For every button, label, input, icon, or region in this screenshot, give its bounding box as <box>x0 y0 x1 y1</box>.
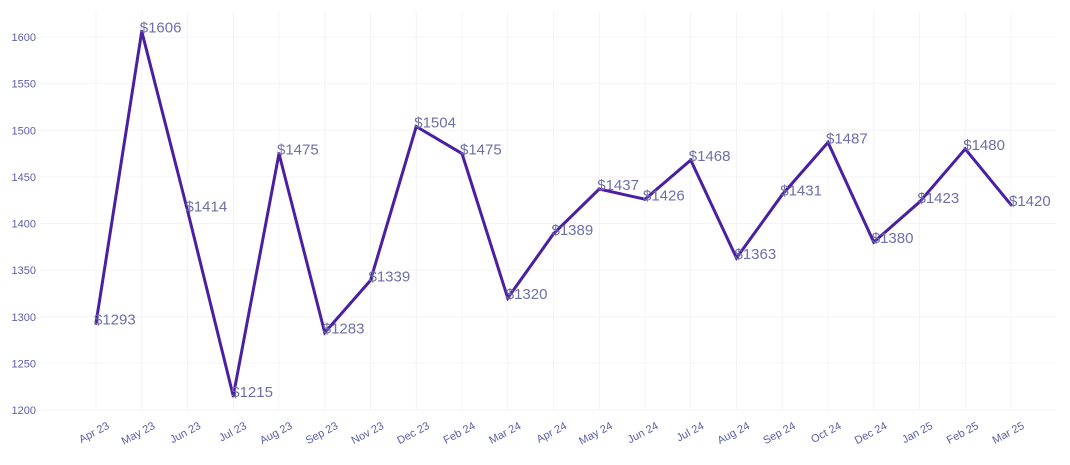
data-point <box>231 394 235 398</box>
data-point <box>918 200 921 204</box>
data-label: $1283 <box>323 321 365 338</box>
data-label: $1380 <box>872 230 914 247</box>
data-point <box>140 29 144 33</box>
x-tick-label: Jan 25 <box>900 420 935 446</box>
data-point <box>826 140 830 144</box>
x-tick-label: Feb 25 <box>945 420 981 447</box>
x-axis: Apr 23 May 23 Jun 23 Jul 23 Aug 23 Sep 23 Nov … <box>77 420 1026 448</box>
data-point <box>552 232 555 236</box>
x-tick-label: Feb 24 <box>442 420 478 447</box>
data-point <box>735 256 738 260</box>
data-label: $1487 <box>826 130 868 147</box>
data-point <box>506 296 510 300</box>
data-label: $1475 <box>460 142 502 159</box>
data-labels: $1293 $1606 $1414 $1215 $1475 $1283 $1339 $1504… <box>94 19 1051 401</box>
x-tick-label: May 23 <box>120 420 157 448</box>
data-label: $1504 <box>414 115 456 132</box>
x-tick-label: Oct 24 <box>809 420 843 446</box>
x-tick-label: Apr 24 <box>535 420 569 446</box>
data-point <box>94 321 98 325</box>
y-tick-label: 1600 <box>12 32 36 44</box>
data-point <box>277 152 281 156</box>
data-point <box>780 193 784 197</box>
data-point <box>597 187 601 191</box>
data-label: $1293 <box>94 311 136 328</box>
data-label: $1389 <box>552 222 594 239</box>
data-point <box>963 147 967 151</box>
data-point <box>872 240 876 244</box>
data-label: $1606 <box>140 19 182 36</box>
x-tick-label: Jun 24 <box>626 420 661 446</box>
data-point <box>460 152 464 156</box>
data-point <box>1009 203 1013 207</box>
y-tick-label: 1250 <box>12 358 36 370</box>
data-point <box>369 278 372 282</box>
data-point <box>643 197 647 201</box>
data-label: $1423 <box>918 190 960 207</box>
y-tick-label: 1300 <box>12 312 36 324</box>
data-label: $1215 <box>231 384 273 401</box>
data-point <box>186 208 189 212</box>
y-tick-label: 1550 <box>12 79 36 91</box>
x-tick-label: Dec 24 <box>853 420 889 447</box>
data-label: $1320 <box>506 286 548 303</box>
x-tick-label: Jul 23 <box>217 420 249 444</box>
x-tick-label: Mar 24 <box>487 420 523 447</box>
grid <box>40 12 1056 411</box>
x-tick-label: Nov 23 <box>349 420 385 447</box>
x-tick-label: May 24 <box>577 420 614 448</box>
data-point <box>689 158 693 162</box>
data-label: $1420 <box>1009 193 1051 210</box>
data-label: $1437 <box>597 177 639 194</box>
x-tick-label: Dec 23 <box>395 420 431 447</box>
y-tick-label: 1500 <box>12 125 36 137</box>
y-tick-label: 1400 <box>12 219 36 231</box>
y-axis: 1200 1250 1300 1350 1400 1450 1500 1550 1600 <box>12 32 36 417</box>
data-label: $1468 <box>689 148 731 165</box>
series <box>94 29 1013 398</box>
data-label: $1426 <box>643 187 685 204</box>
data-label: $1480 <box>963 137 1005 154</box>
data-label: $1363 <box>735 246 777 263</box>
x-tick-label: Aug 23 <box>258 420 294 447</box>
data-label: $1475 <box>277 142 319 159</box>
y-tick-label: 1450 <box>12 172 36 184</box>
y-tick-label: 1350 <box>12 265 36 277</box>
data-label: $1414 <box>186 198 228 215</box>
y-tick-label: 1200 <box>12 405 36 417</box>
x-tick-label: Sep 24 <box>761 420 797 447</box>
data-label: $1431 <box>780 183 822 200</box>
x-tick-label: Apr 23 <box>77 420 111 446</box>
data-point <box>414 125 418 129</box>
x-tick-label: Aug 24 <box>715 420 751 447</box>
data-point <box>323 331 327 335</box>
x-tick-label: Jun 23 <box>168 420 203 446</box>
x-tick-label: Mar 25 <box>991 420 1027 447</box>
x-tick-label: Sep 23 <box>304 420 340 447</box>
x-tick-label: Jul 24 <box>675 420 707 444</box>
data-label: $1339 <box>369 268 411 285</box>
